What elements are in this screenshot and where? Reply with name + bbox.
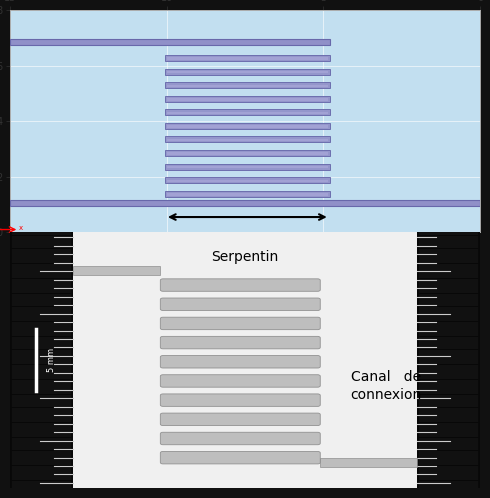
Bar: [320, 458, 416, 467]
Bar: [10, 233, 74, 488]
Bar: [167, 71, 328, 73]
FancyBboxPatch shape: [160, 374, 320, 387]
Bar: [167, 179, 328, 182]
Bar: [165, 82, 330, 88]
FancyBboxPatch shape: [160, 413, 320, 426]
FancyBboxPatch shape: [160, 279, 320, 291]
FancyBboxPatch shape: [160, 432, 320, 445]
Bar: [165, 109, 330, 116]
Bar: [165, 177, 330, 183]
Bar: [165, 96, 330, 102]
FancyBboxPatch shape: [160, 394, 320, 406]
Bar: [167, 152, 328, 155]
Text: x: x: [19, 225, 23, 231]
Bar: [165, 136, 330, 142]
Bar: [416, 233, 480, 488]
Text: Serpentin: Serpentin: [211, 250, 279, 264]
FancyBboxPatch shape: [160, 336, 320, 349]
Bar: [165, 163, 330, 170]
Text: 5 mm: 5 mm: [48, 348, 56, 372]
Bar: [165, 55, 330, 61]
Bar: [167, 193, 328, 196]
Bar: [165, 150, 330, 156]
FancyBboxPatch shape: [160, 298, 320, 310]
Bar: [167, 57, 328, 60]
Bar: [74, 266, 160, 275]
Bar: [74, 233, 416, 488]
Bar: [10, 200, 480, 206]
FancyBboxPatch shape: [160, 317, 320, 330]
Bar: [167, 85, 328, 87]
FancyBboxPatch shape: [160, 452, 320, 464]
FancyBboxPatch shape: [160, 356, 320, 368]
Text: 5 mm: 5 mm: [223, 243, 271, 261]
Bar: [167, 98, 328, 101]
Bar: [165, 123, 330, 129]
Bar: [167, 112, 328, 114]
Bar: [167, 166, 328, 168]
Bar: [167, 139, 328, 141]
Bar: [165, 69, 330, 75]
Text: Canal   de
connexion: Canal de connexion: [350, 370, 422, 402]
Bar: [165, 191, 330, 197]
Bar: [167, 125, 328, 127]
Bar: [10, 39, 330, 45]
